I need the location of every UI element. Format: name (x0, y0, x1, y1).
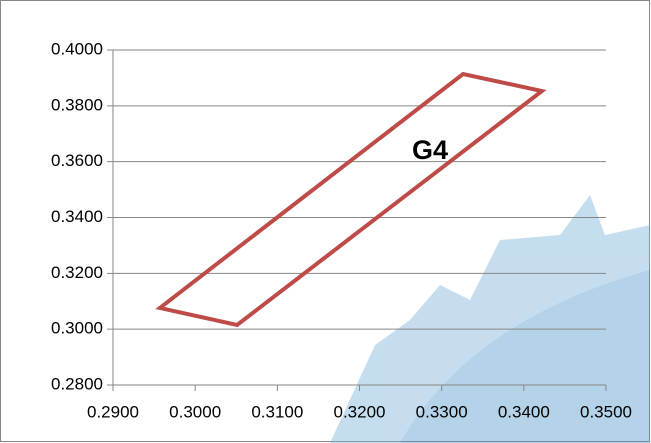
watermark (330, 195, 650, 443)
y-tick-label: 0.4000 (51, 39, 103, 58)
y-tick-label: 0.3800 (51, 95, 103, 114)
series-line (155, 71, 547, 328)
x-tick-label: 0.3400 (498, 402, 550, 421)
x-tick-label: 0.3300 (416, 402, 468, 421)
x-tick-label: 0.3500 (580, 402, 632, 421)
y-tick-label: 0.3000 (51, 319, 103, 338)
y-tick-label: 0.3400 (51, 207, 103, 226)
x-tick-label: 0.2900 (87, 402, 139, 421)
x-tick-label: 0.3000 (169, 402, 221, 421)
x-tick-label: 0.3200 (334, 402, 386, 421)
y-tick-label: 0.3600 (51, 151, 103, 170)
y-tick-label: 0.2800 (51, 374, 103, 393)
y-tick-label: 0.3200 (51, 263, 103, 282)
annotation: G4 (412, 135, 448, 165)
x-tick-label: 0.3100 (251, 402, 303, 421)
